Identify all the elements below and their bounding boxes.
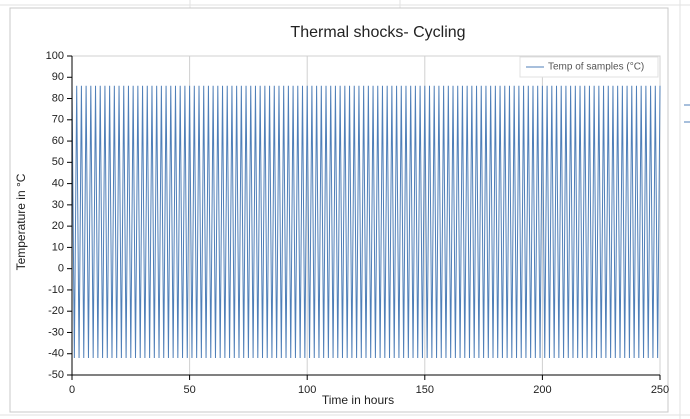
y-axis-label: Temperature in °C [14,173,28,270]
legend-label: Temp of samples (°C) [548,62,644,73]
y-tick-label: -50 [48,369,64,381]
y-tick-label: -20 [48,305,64,317]
y-tick-label: 40 [52,178,64,190]
x-tick-label: 150 [416,384,434,396]
y-tick-label: 0 [58,263,64,275]
x-tick-label: 250 [651,384,669,396]
y-tick-label: 70 [52,114,64,126]
x-tick-label: 100 [298,384,316,396]
x-axis-label: Time in hours [322,393,394,407]
y-tick-label: -30 [48,326,64,338]
y-tick-label: 30 [52,199,64,211]
data-line [71,85,661,358]
y-tick-label: 10 [52,241,64,253]
chart-title: Thermal shocks- Cycling [290,24,465,41]
y-tick-label: 80 [52,92,64,104]
x-tick-label: 200 [533,384,551,396]
y-tick-label: -10 [48,284,64,296]
y-tick-label: -40 [48,348,64,360]
x-tick-label: 50 [183,384,195,396]
y-tick-label: 50 [52,156,64,168]
y-tick-label: 20 [52,220,64,232]
legend-box [519,56,659,78]
y-tick-label: 60 [52,135,64,147]
y-tick-label: 90 [52,71,64,83]
y-tick-label: 100 [46,50,64,62]
x-tick-label: 0 [69,384,75,396]
